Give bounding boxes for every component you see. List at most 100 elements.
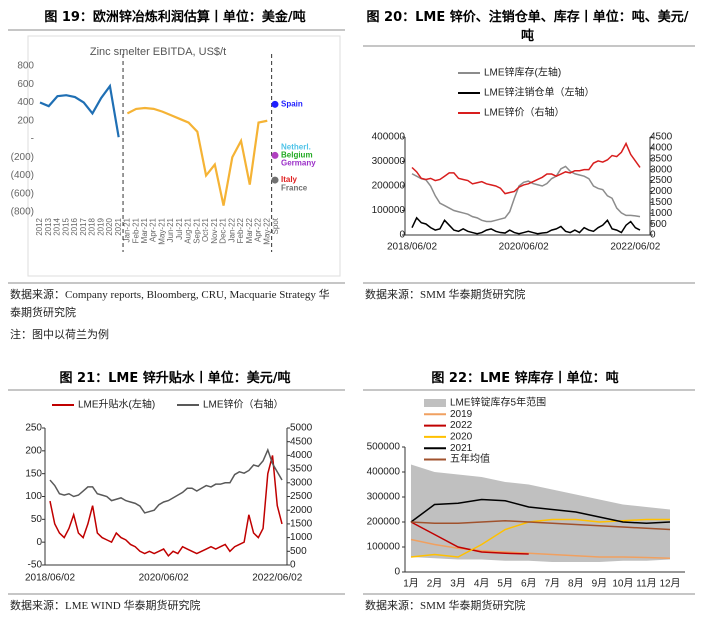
x-tick-label: 2022/06/02 — [610, 242, 660, 253]
legend-label: 2020 — [450, 432, 473, 443]
x-tick-label: 2021 — [114, 217, 123, 235]
x-tick-label: 2018/06/02 — [25, 573, 75, 584]
y-tick-label: 400000 — [372, 132, 406, 143]
y-tick-label: -50 — [28, 560, 43, 571]
x-tick-label: May-21 — [157, 217, 166, 244]
x-tick-label: Aug-21 — [184, 217, 193, 243]
line — [39, 83, 120, 138]
y-tick-label: 250 — [25, 423, 42, 434]
y-tick-label: 300000 — [372, 156, 406, 167]
y-tick-label: (800) — [11, 207, 34, 218]
y-tick-label: 400 — [17, 97, 34, 108]
x-tick-label: 2020 — [105, 217, 114, 235]
y2-tick-label: 1500 — [290, 519, 313, 530]
y-tick-label: 100000 — [372, 205, 406, 216]
x-tick-label: Jul-21 — [175, 217, 184, 239]
x-tick-label: 8月 — [568, 578, 584, 590]
y2-tick-label: 2000 — [650, 186, 673, 197]
source: 数据来源：Company reports, Bloomberg, CRU, Ma… — [10, 289, 330, 319]
x-tick-label: 12月 — [659, 578, 680, 590]
x-tick-label: Jan-22 — [227, 217, 236, 242]
x-tick-label: 2014 — [53, 217, 62, 235]
x-tick-label: 2020/06/02 — [139, 573, 189, 584]
y2-tick-label: 3500 — [290, 464, 313, 475]
label-marker — [271, 176, 279, 184]
point-label: Italy — [281, 175, 298, 184]
y2-tick-label: 1500 — [650, 197, 673, 208]
x-tick-label: 2018/06/02 — [387, 242, 437, 253]
x-tick-label: 6月 — [521, 578, 537, 590]
y2-tick-label: 1000 — [290, 532, 313, 543]
y2-tick-label: 3000 — [650, 164, 673, 175]
chart-title: 图 20：LME 锌价、注销仓单、库存丨单位：吨、美元/吨 — [366, 10, 689, 44]
line — [126, 106, 268, 206]
label-marker — [271, 100, 279, 108]
point-label: Germany — [281, 159, 316, 168]
chart-title: 图 19：欧洲锌冶炼利润估算丨单位：美金/吨 — [44, 10, 306, 25]
note: 注：图中以荷兰为例 — [10, 329, 109, 341]
y-tick-label: 200 — [17, 115, 34, 126]
x-tick-label: 7月 — [544, 578, 560, 590]
line — [410, 538, 671, 559]
x-tick-label: Feb-22 — [236, 217, 245, 243]
y2-tick-label: 2500 — [290, 491, 313, 502]
legend-label: LME锌注销仓单（左轴） — [484, 86, 595, 99]
x-tick-label: 2017 — [79, 217, 88, 235]
point-label: Netherl. — [281, 142, 311, 151]
point-label: Belgium — [281, 151, 313, 160]
y2-tick-label: 2500 — [650, 175, 673, 186]
chart-title: 图 21：LME 锌升贴水丨单位：美元/吨 — [59, 371, 291, 386]
x-tick-label: Feb-21 — [131, 217, 140, 243]
source: 数据来源：SMM 华泰期货研究院 — [365, 600, 526, 612]
y-tick-label: 200000 — [367, 517, 401, 528]
y-tick-label: 100 — [25, 491, 42, 502]
x-tick-label: Dec-21 — [219, 217, 228, 243]
y2-tick-label: 0 — [290, 560, 296, 571]
legend-swatch — [424, 399, 446, 407]
x-tick-label: May-22 — [262, 217, 271, 244]
y-tick-label: 50 — [31, 514, 43, 525]
x-tick-label: 10月 — [612, 578, 633, 590]
x-tick-label: Apr-22 — [254, 217, 263, 242]
x-tick-label: 4月 — [474, 578, 490, 590]
y2-tick-label: 3500 — [650, 153, 673, 164]
chart-subtitle: Zinc smelter EBITDA, US$/t — [90, 46, 226, 58]
y-tick-label: 150 — [25, 468, 42, 479]
y-tick-label: 200000 — [372, 181, 406, 192]
y2-tick-label: 500 — [650, 219, 667, 230]
x-tick-label: 2012 — [35, 217, 44, 235]
y2-tick-label: 4500 — [650, 132, 673, 143]
legend-label: 2019 — [450, 409, 473, 420]
y2-tick-label: 1000 — [650, 208, 673, 219]
line — [411, 141, 641, 195]
line — [49, 447, 283, 514]
line — [411, 216, 641, 235]
x-tick-label: 11月 — [636, 578, 656, 590]
y-tick-label: 300000 — [367, 492, 401, 503]
legend-label: 2021 — [450, 443, 473, 454]
line — [49, 455, 283, 558]
y-tick-label: (600) — [11, 188, 34, 199]
x-tick-label: Spot — [271, 217, 280, 234]
x-tick-label: 2月 — [427, 578, 443, 590]
x-tick-label: 9月 — [592, 578, 608, 590]
y-tick-label: 500000 — [367, 442, 401, 453]
x-tick-label: 2019 — [96, 217, 105, 235]
x-tick-label: Nov-21 — [210, 217, 219, 243]
line — [410, 519, 671, 531]
source: 数据来源：LME WIND 华泰期货研究院 — [10, 600, 201, 612]
chart-frame — [27, 35, 341, 277]
x-tick-label: 2016 — [70, 217, 79, 235]
line — [410, 518, 670, 558]
y-tick-label: (200) — [11, 152, 34, 163]
x-tick-label: 5月 — [497, 578, 513, 590]
x-tick-label: 2022/06/02 — [252, 573, 302, 584]
x-tick-label: Mar-22 — [245, 217, 254, 243]
point-label: France — [281, 183, 308, 192]
y2-tick-label: 4000 — [650, 143, 673, 154]
line — [411, 165, 641, 223]
x-tick-label: 2015 — [61, 217, 70, 235]
x-tick-label: Jun-21 — [166, 217, 175, 242]
